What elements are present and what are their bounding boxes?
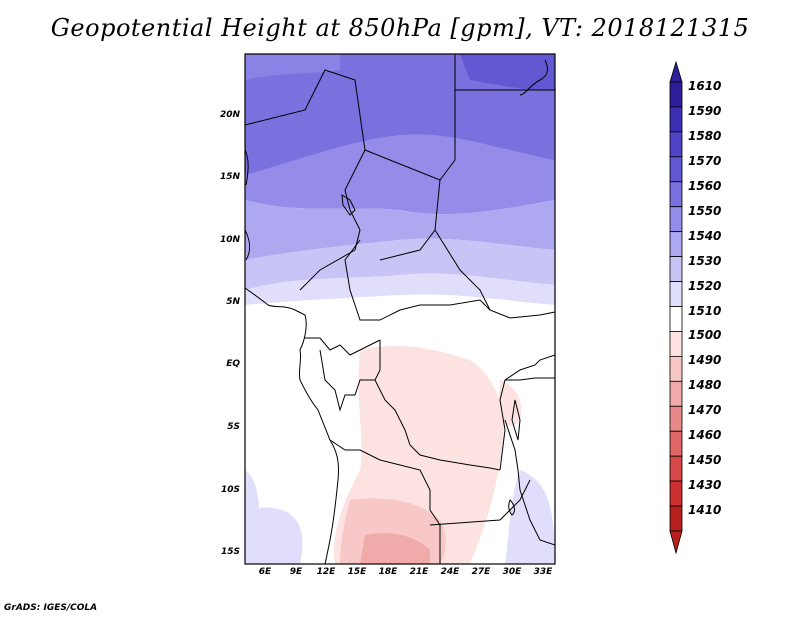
colorbar-label: 1430 [688, 478, 722, 493]
colorbar-box [669, 355, 683, 382]
colorbar-label: 1500 [688, 328, 722, 343]
lon-tick-6e: 6E [258, 567, 272, 577]
colorbar-box [669, 81, 683, 108]
lon-tick-33e: 33E [533, 567, 553, 577]
colorbar-box [669, 430, 683, 457]
lon-tick-12e: 12E [316, 567, 336, 577]
colorbar-label: 1520 [688, 278, 722, 293]
colorbar-box [669, 380, 683, 407]
colorbar-box [669, 505, 683, 532]
lon-tick-9e: 9E [289, 567, 303, 577]
colorbar-box [669, 480, 683, 507]
colorbar-box [669, 131, 683, 158]
lat-tick-15s: 15S [220, 547, 240, 557]
colorbar-top-arrow [669, 60, 683, 83]
colorbar-label: 1610 [688, 79, 722, 93]
lat-tick-10s: 10S [220, 485, 240, 495]
colorbar-label: 1530 [688, 253, 722, 268]
colorbar-label: 1540 [688, 228, 722, 243]
colorbar-box [669, 331, 683, 357]
colorbar-label: 1580 [688, 128, 722, 143]
colorbar-label: 1550 [688, 203, 722, 218]
colorbar-label: 1410 [688, 503, 722, 518]
colorbar-box [669, 156, 683, 183]
lon-tick-30e: 30E [502, 567, 522, 577]
lon-tick-21e: 21E [409, 567, 429, 577]
colorbar-box [669, 281, 683, 307]
colorbar-label: 1490 [688, 353, 722, 368]
colorbar-label: 1480 [688, 378, 722, 393]
colorbar-box [669, 256, 683, 282]
colorbar-bottom-arrow [669, 530, 683, 555]
colorbar-box [669, 106, 683, 133]
lon-tick-24e: 24E [440, 567, 460, 577]
lat-tick-20n: 20N [219, 110, 240, 120]
lon-tick-27e: 27E [471, 567, 491, 577]
colorbar-label: 1470 [688, 403, 722, 418]
grads-credit: GrADS: IGES/COLA [4, 603, 98, 613]
colorbar-box [669, 181, 683, 208]
colorbar-label: 1460 [688, 428, 722, 443]
colorbar-label: 1590 [688, 103, 722, 118]
map-title: Geopotential Height at 850hPa [gpm], VT:… [50, 14, 750, 42]
lat-tick-15n: 15N [219, 172, 240, 182]
lon-tick-18e: 18E [378, 567, 398, 577]
lat-tick-5s: 5S [227, 422, 240, 432]
lat-tick-10n: 10N [219, 235, 240, 245]
colorbar-label: 1560 [688, 178, 722, 193]
colorbar-label: 1510 [688, 303, 722, 318]
colorbar-box [669, 231, 683, 258]
colorbar-box [669, 306, 683, 332]
map-frame [244, 53, 556, 565]
height-field [245, 54, 555, 564]
colorbar-box [669, 455, 683, 482]
colorbar-label: 1570 [688, 153, 722, 168]
lat-tick-eq: EQ [226, 359, 240, 369]
lat-tick-5n: 5N [226, 297, 240, 307]
colorbar [669, 60, 683, 555]
colorbar-box [669, 206, 683, 233]
colorbar-label: 1450 [688, 453, 722, 468]
lon-tick-15e: 15E [347, 567, 367, 577]
country-borders [245, 54, 555, 564]
colorbar-box [669, 405, 683, 432]
